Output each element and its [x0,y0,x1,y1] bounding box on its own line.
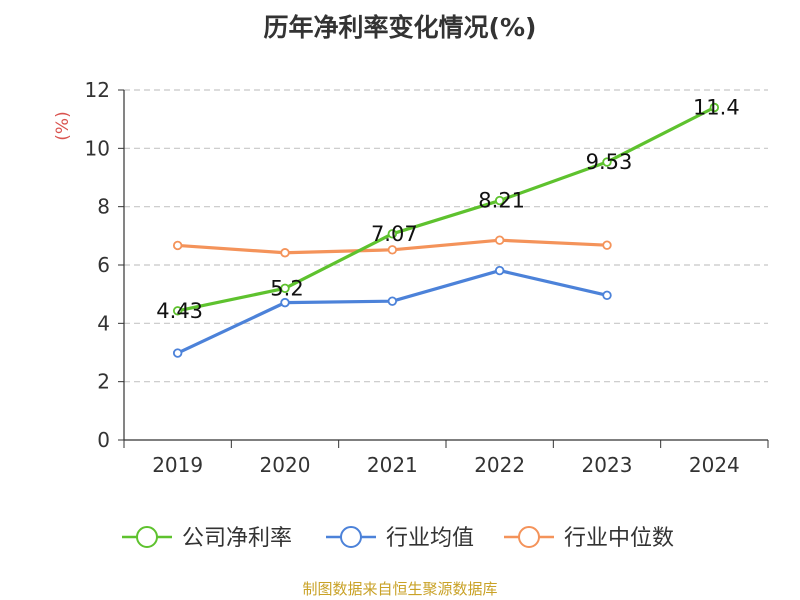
series-point-0[interactable] [387,229,398,239]
series-point-2[interactable] [280,248,290,258]
y-tick-label: 12 [85,78,110,102]
x-tick-label: 2022 [474,453,525,477]
x-tick-label: 2024 [689,453,740,477]
legend-marker [518,526,540,548]
legend-marker [136,526,158,548]
data-label: 8.21 [478,189,525,213]
legend-label: 行业均值 [386,526,474,551]
x-tick-label: 2021 [367,453,418,477]
y-tick-label: 6 [97,253,110,277]
series-layer [172,102,720,358]
y-axis-unit-label: (%) [53,111,73,140]
data-label: 11.4 [693,96,740,120]
legend-label: 公司净利率 [182,526,292,551]
series-point-1[interactable] [280,297,290,308]
grid-layer [124,89,768,383]
legend[interactable]: 公司净利率 行业均值 行业中位数 [122,526,674,551]
series-point-0[interactable] [494,195,505,206]
y-tick-label: 4 [97,311,110,335]
series-point-0[interactable] [709,102,720,113]
series-point-1[interactable] [602,290,612,301]
x-tick-label: 2020 [260,453,311,477]
legend-item-2[interactable]: 行业中位数 [504,526,674,551]
y-tick-label: 8 [97,195,110,219]
source-note: 制图数据来自恒生聚源数据库 [302,580,498,598]
series-point-1[interactable] [387,296,398,306]
series-point-2[interactable] [172,240,183,251]
y-tick-label: 2 [97,370,110,394]
label-layer: 4.43 5.2 7.07 8.21 9.53 11.4 [156,96,739,323]
y-tick-label: 0 [97,428,110,452]
series-line-1 [176,268,608,355]
series-point-0[interactable] [172,306,183,316]
series-point-0[interactable] [602,157,612,167]
y-tick-label: 10 [85,136,110,160]
data-label: 5.2 [270,276,303,300]
series-line-0 [177,106,716,313]
chart-title: 历年净利率变化情况(%) [263,13,537,42]
data-label: 4.43 [156,299,203,323]
series-point-2[interactable] [494,235,505,245]
x-tick-label: 2023 [582,453,633,477]
series-point-1[interactable] [494,265,505,276]
legend-item-0[interactable]: 公司净利率 [122,526,292,551]
legend-item-1[interactable]: 行业均值 [326,526,474,551]
legend-label: 行业中位数 [564,526,674,551]
x-tick-label: 2019 [152,453,203,477]
legend-marker [340,526,362,548]
series-point-0[interactable] [280,283,290,294]
axis-layer: 0 2 4 6 8 10 12 2019 2020 2021 2022 2023 2024 [85,78,769,477]
data-label: 9.53 [586,150,633,174]
data-label: 7.07 [371,222,418,246]
series-point-2[interactable] [602,240,612,250]
series-point-2[interactable] [387,245,398,255]
series-point-1[interactable] [172,348,183,358]
